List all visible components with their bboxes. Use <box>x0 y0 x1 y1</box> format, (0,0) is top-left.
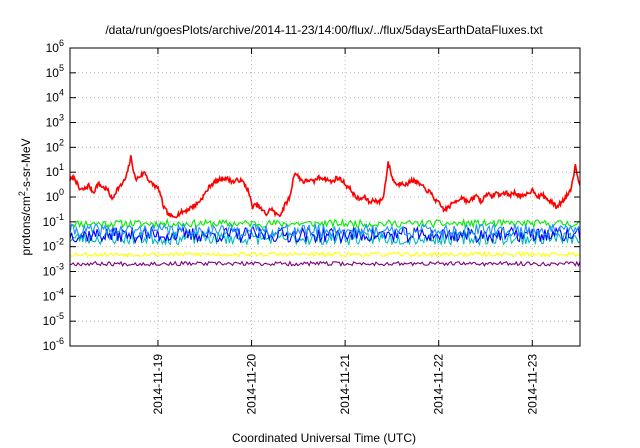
x-axis: 2014-11-19 2014-11-20 2014-11-21 2014-11-22… <box>151 48 539 415</box>
y-tick-label: 104 <box>46 88 64 105</box>
series-line <box>69 155 581 219</box>
chart-title: /data/run/goesPlots/archive/2014-11-23/1… <box>105 23 543 37</box>
y-tick-label: 102 <box>46 137 64 154</box>
y-tick-label: 103 <box>46 113 64 130</box>
x-tick-label: 2014-11-22 <box>432 354 446 415</box>
series-line <box>69 250 581 258</box>
y-axis-label-sup: 2 <box>17 191 27 196</box>
y-axis-label: protons/cm2-s-sr-MeV <box>17 138 33 255</box>
x-axis-label: Coordinated Universal Time (UTC) <box>232 431 416 445</box>
series-line <box>69 260 581 268</box>
y-tick-label: 10-3 <box>43 262 64 279</box>
y-tick-label: 10-2 <box>43 237 64 254</box>
y-tick-label: 105 <box>46 63 64 80</box>
series-group <box>69 155 581 268</box>
series-line <box>69 217 581 230</box>
y-axis-label-suffix: -s-sr-MeV <box>19 138 33 191</box>
x-tick-label: 2014-11-21 <box>338 354 352 415</box>
grid <box>70 48 580 346</box>
x-tick-label: 2014-11-20 <box>245 354 259 415</box>
series-line <box>69 230 581 247</box>
y-axis-label-prefix: protons/cm <box>19 196 33 255</box>
series-line <box>69 222 581 239</box>
y-tick-label: 10-1 <box>43 212 64 229</box>
y-tick-label: 10-6 <box>43 336 64 353</box>
y-tick-label: 101 <box>46 162 64 179</box>
x-tick-label: 2014-11-23 <box>525 354 539 415</box>
y-tick-label: 10-5 <box>43 311 64 328</box>
y-axis: 10-6 10-5 10-4 10-3 10-2 10-1 100 101 102 103 104 1… <box>43 38 580 353</box>
y-tick-label: 100 <box>46 187 64 204</box>
y-tick-label: 10-4 <box>43 286 64 303</box>
y-tick-label: 106 <box>46 38 64 55</box>
x-tick-label: 2014-11-19 <box>151 354 165 415</box>
